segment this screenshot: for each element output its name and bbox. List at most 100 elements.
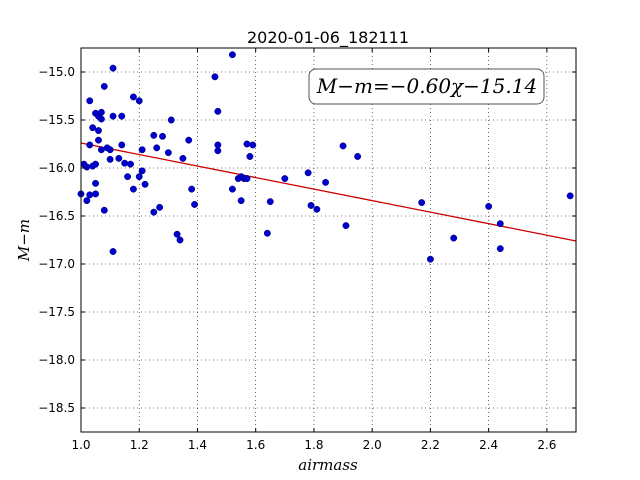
data-point bbox=[496, 220, 504, 228]
y-tick-label: −16.0 bbox=[38, 161, 75, 175]
data-point bbox=[97, 108, 105, 116]
data-point bbox=[135, 97, 143, 105]
x-tick-label: 2.0 bbox=[363, 438, 382, 452]
fit-equation: M−m=−0.60χ−15.14 bbox=[316, 74, 537, 98]
y-tick-label: −17.0 bbox=[38, 257, 75, 271]
points-layer bbox=[77, 51, 574, 263]
data-point bbox=[249, 141, 257, 149]
data-point bbox=[167, 116, 175, 124]
data-point bbox=[115, 154, 123, 162]
data-point bbox=[339, 142, 347, 150]
data-point bbox=[83, 197, 91, 205]
data-point bbox=[127, 160, 134, 168]
data-point bbox=[100, 206, 108, 214]
y-tick-label: −16.5 bbox=[38, 209, 75, 223]
x-tick-label: 1.4 bbox=[188, 438, 207, 452]
data-point bbox=[173, 230, 181, 238]
y-tick-label: −15.0 bbox=[38, 65, 75, 79]
data-point bbox=[118, 112, 126, 120]
data-point bbox=[106, 155, 114, 163]
data-point bbox=[322, 178, 330, 186]
data-point bbox=[95, 127, 102, 135]
annotation-box bbox=[308, 68, 545, 105]
data-point bbox=[138, 146, 146, 154]
data-point bbox=[426, 255, 434, 263]
data-point bbox=[313, 205, 321, 213]
x-tick-label: 1.0 bbox=[71, 438, 90, 452]
data-point bbox=[89, 124, 97, 132]
data-point bbox=[92, 160, 100, 168]
data-point bbox=[95, 136, 102, 144]
data-point bbox=[83, 163, 91, 171]
data-point bbox=[153, 144, 161, 152]
data-point bbox=[150, 131, 158, 139]
data-point bbox=[418, 199, 426, 207]
data-point bbox=[92, 179, 100, 187]
data-point bbox=[243, 140, 251, 148]
data-point bbox=[214, 141, 222, 149]
data-point bbox=[281, 175, 289, 183]
data-point bbox=[118, 141, 126, 149]
data-point bbox=[109, 112, 117, 120]
data-point bbox=[191, 201, 199, 208]
data-point bbox=[185, 136, 193, 144]
chart-title: 2020-01-06_182111 bbox=[247, 28, 409, 48]
x-tick-label: 2.2 bbox=[421, 438, 440, 452]
data-point bbox=[86, 141, 94, 149]
data-point bbox=[86, 191, 94, 199]
data-point bbox=[176, 236, 184, 244]
data-point bbox=[106, 146, 114, 154]
data-point bbox=[97, 115, 105, 123]
y-axis-label: M−m bbox=[15, 219, 33, 262]
data-point bbox=[150, 208, 158, 216]
data-point bbox=[211, 73, 219, 81]
fit-line bbox=[80, 142, 577, 242]
data-point bbox=[354, 153, 362, 160]
data-point bbox=[307, 201, 315, 209]
data-point bbox=[485, 202, 493, 210]
data-point bbox=[342, 222, 350, 230]
y-tick-label: −15.5 bbox=[38, 113, 75, 127]
data-point bbox=[109, 248, 117, 255]
data-point bbox=[228, 51, 236, 59]
data-point bbox=[266, 198, 274, 206]
data-point bbox=[188, 185, 196, 193]
y-tick-label: −18.0 bbox=[38, 353, 75, 367]
data-point bbox=[159, 132, 166, 140]
x-tick-label: 1.2 bbox=[130, 438, 149, 452]
data-point bbox=[121, 159, 129, 167]
data-point bbox=[97, 146, 105, 154]
data-point bbox=[243, 175, 251, 183]
data-point bbox=[109, 64, 117, 72]
data-point bbox=[228, 185, 236, 193]
x-tick-label: 2.6 bbox=[537, 438, 556, 452]
x-tick-labels: 1.0 1.2 1.4 1.6 1.8 2.0 2.2 2.4 2.6 bbox=[71, 438, 556, 452]
data-point bbox=[214, 147, 222, 155]
data-point bbox=[450, 234, 458, 242]
data-point bbox=[304, 169, 312, 177]
data-point bbox=[129, 93, 137, 101]
y-tick-labels: −15.0 −15.5 −16.0 −16.5 −17.0 −17.5 −18.0 −18.5 bbox=[38, 65, 75, 415]
data-point bbox=[141, 180, 149, 188]
data-point bbox=[179, 154, 187, 162]
data-point bbox=[100, 82, 108, 90]
grid bbox=[80, 48, 576, 432]
data-point bbox=[566, 192, 574, 200]
data-point bbox=[124, 173, 132, 181]
data-point bbox=[214, 107, 222, 115]
data-point bbox=[246, 153, 254, 160]
x-tick-label: 2.4 bbox=[479, 438, 498, 452]
y-tick-label: −18.5 bbox=[38, 401, 75, 415]
data-point bbox=[237, 197, 245, 205]
fit-layer bbox=[80, 142, 577, 242]
plot-frame bbox=[80, 47, 577, 433]
data-point bbox=[92, 190, 100, 198]
x-tick-label: 1.6 bbox=[246, 438, 265, 452]
x-tick-label: 1.8 bbox=[304, 438, 323, 452]
data-point bbox=[129, 185, 137, 193]
y-tick-label: −17.5 bbox=[38, 305, 75, 319]
data-point bbox=[164, 149, 172, 157]
data-point bbox=[135, 173, 143, 181]
data-point bbox=[263, 229, 271, 237]
